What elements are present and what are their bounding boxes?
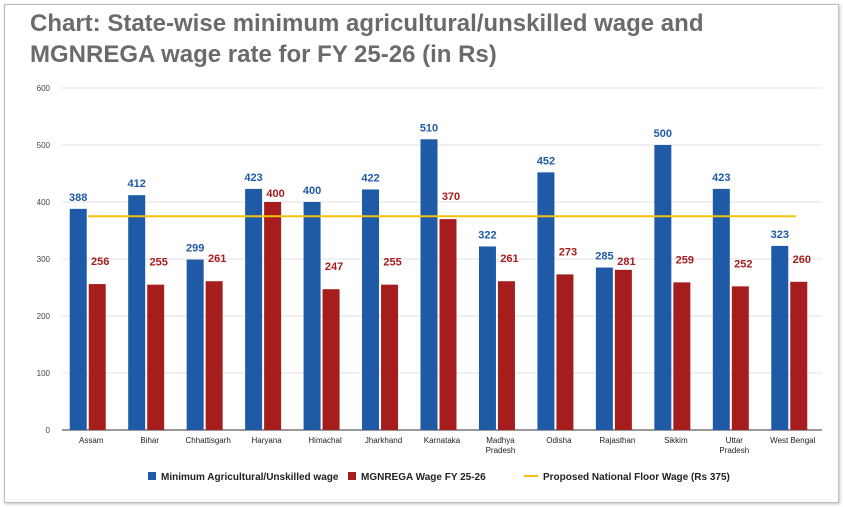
bar-mgnrega-wage	[439, 219, 457, 430]
category-label: Madhya	[486, 436, 515, 445]
legend-label: Proposed National Floor Wage (Rs 375)	[543, 472, 730, 483]
y-tick-label: 300	[37, 255, 51, 264]
bar-min-wage	[128, 195, 146, 430]
data-label-min-wage: 510	[420, 122, 438, 134]
bar-min-wage	[537, 172, 555, 431]
bar-mgnrega-wage	[614, 269, 632, 430]
data-label-min-wage: 285	[595, 251, 613, 263]
bar-min-wage	[478, 246, 496, 430]
category-label: Jharkhand	[365, 436, 402, 445]
y-tick-label: 500	[37, 141, 51, 150]
category-label: Sikkim	[664, 436, 688, 445]
bar-mgnrega-wage	[322, 289, 340, 430]
bar-mgnrega-wage	[790, 281, 808, 430]
category-label: Karnataka	[424, 436, 461, 445]
legend-swatch	[148, 472, 156, 480]
data-label-mgnrega: 261	[208, 253, 226, 265]
data-label-mgnrega: 255	[150, 257, 168, 269]
data-label-mgnrega: 273	[559, 246, 577, 258]
y-tick-label: 200	[37, 312, 51, 321]
y-tick-label: 400	[37, 198, 51, 207]
data-label-mgnrega: 261	[500, 253, 518, 265]
data-label-mgnrega: 247	[325, 261, 343, 273]
data-label-min-wage: 400	[303, 185, 321, 197]
bar-mgnrega-wage	[497, 281, 515, 430]
data-label-mgnrega: 370	[442, 191, 460, 203]
data-label-min-wage: 323	[771, 229, 789, 241]
chart-title: Chart: State-wise minimum agricultural/u…	[30, 10, 704, 68]
bar-mgnrega-wage	[205, 281, 223, 430]
category-label: Pradesh	[719, 446, 749, 455]
data-label-mgnrega: 259	[676, 254, 694, 266]
bar-min-wage	[69, 208, 87, 430]
data-label-mgnrega: 260	[793, 254, 811, 266]
bar-min-wage	[595, 267, 613, 430]
bar-min-wage	[303, 202, 321, 430]
legend-swatch	[348, 472, 356, 480]
category-label: Himachal	[308, 436, 342, 445]
bar-mgnrega-wage	[264, 202, 282, 430]
category-label: West Bengal	[770, 436, 815, 445]
data-label-mgnrega: 281	[617, 256, 635, 268]
data-label-min-wage: 299	[186, 243, 204, 255]
bar-mgnrega-wage	[88, 284, 106, 430]
bar-mgnrega-wage	[731, 286, 749, 430]
category-label: Rajasthan	[599, 436, 635, 445]
bar-min-wage	[186, 259, 204, 430]
data-label-min-wage: 412	[128, 178, 146, 190]
data-label-mgnrega: 256	[91, 256, 109, 268]
legend-label: Minimum Agricultural/Unskilled wage	[161, 472, 339, 483]
category-label: Assam	[79, 436, 104, 445]
bar-mgnrega-wage	[673, 282, 691, 430]
data-label-min-wage: 422	[361, 172, 379, 184]
y-tick-label: 100	[37, 369, 51, 378]
category-label: Odisha	[546, 436, 572, 445]
data-label-min-wage: 388	[69, 192, 87, 204]
category-label: Uttar	[726, 436, 744, 445]
bar-min-wage	[420, 139, 438, 431]
category-label: Pradesh	[486, 446, 516, 455]
category-label: Chhattisgarh	[185, 436, 230, 445]
bar-min-wage	[245, 188, 263, 430]
bar-mgnrega-wage	[556, 274, 574, 430]
y-tick-label: 0	[46, 426, 51, 435]
category-label: Bihar	[140, 436, 159, 445]
data-label-mgnrega: 252	[734, 258, 752, 270]
data-label-min-wage: 322	[478, 229, 496, 241]
bar-min-wage	[362, 189, 380, 430]
bar-min-wage	[712, 188, 730, 430]
bar-min-wage	[654, 145, 672, 430]
data-label-min-wage: 423	[712, 172, 730, 184]
data-label-min-wage: 452	[537, 155, 555, 167]
category-label: Haryana	[251, 436, 282, 445]
bar-mgnrega-wage	[147, 284, 165, 430]
data-label-min-wage: 423	[244, 172, 262, 184]
data-label-mgnrega: 255	[383, 257, 401, 269]
bar-min-wage	[771, 245, 789, 430]
legend-label: MGNREGA Wage FY 25-26	[361, 472, 486, 483]
data-label-min-wage: 500	[654, 128, 672, 140]
bar-mgnrega-wage	[381, 284, 399, 430]
y-tick-label: 600	[37, 84, 51, 93]
data-label-mgnrega: 400	[266, 188, 284, 200]
